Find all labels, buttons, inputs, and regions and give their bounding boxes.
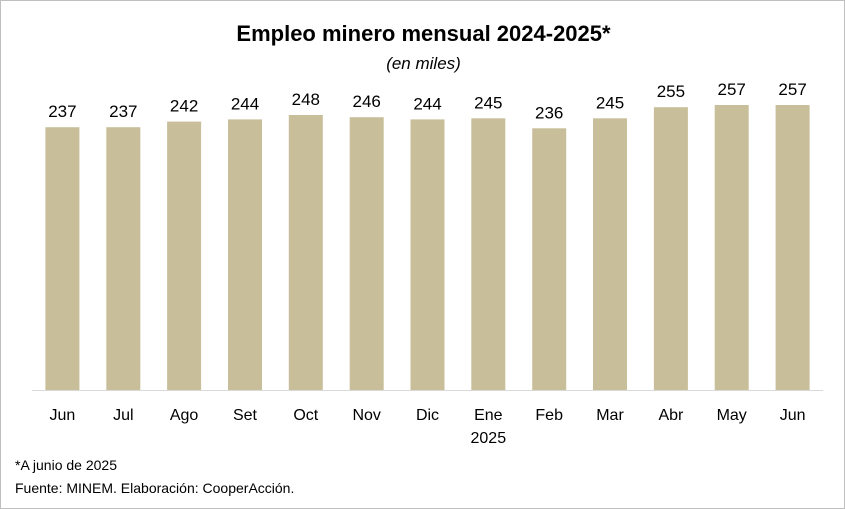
footnote-source: Fuente: MINEM. Elaboración: CooperAcción…: [15, 480, 295, 496]
x-tick-label-1: Jul: [113, 407, 133, 424]
bar-value-label-3: 244: [231, 94, 259, 113]
bar-8: [532, 128, 567, 391]
bar-value-label-1: 237: [109, 102, 137, 121]
bar-value-label-0: 237: [48, 102, 76, 121]
bar-value-label-2: 242: [170, 97, 198, 116]
bar-chart: 237 Jun 237 Jul 242 Ago 244 Set 248 Oct 246 Nov 244 D…: [32, 80, 823, 447]
footnote-note: *A junio de 2025: [15, 457, 117, 473]
bar-value-label-7: 245: [474, 93, 502, 112]
x-tick-label-5: Nov: [352, 407, 380, 424]
bar-value-label-12: 257: [778, 80, 806, 99]
bar-4: [288, 115, 323, 390]
x-tick-label-11: May: [717, 407, 747, 424]
x-tick-label-0: Jun: [50, 407, 76, 424]
bar-value-label-10: 255: [657, 82, 685, 101]
bar-10: [653, 107, 688, 390]
bar-5: [349, 117, 384, 390]
chart-subtitle: (en miles): [386, 54, 461, 73]
x-tick-label-12: Jun: [780, 407, 806, 424]
x-tick-label-6: Dic: [416, 407, 439, 424]
bar-1: [106, 127, 141, 390]
bar-value-label-6: 244: [413, 94, 441, 113]
x-tick-label-10: Abr: [658, 407, 684, 424]
x-tick-label-3: Set: [233, 407, 258, 424]
bar-12: [775, 105, 810, 390]
x-tick-label-2: Ago: [170, 407, 199, 424]
bar-3: [228, 119, 262, 391]
x-tick-label-4: Oct: [293, 407, 318, 424]
bar-11: [714, 105, 749, 390]
bar-value-label-9: 245: [596, 93, 624, 112]
x-tick-sublabel-7: 2025: [471, 430, 507, 447]
bar-value-label-5: 246: [353, 92, 381, 111]
x-tick-label-9: Mar: [596, 407, 624, 424]
bar-value-label-8: 236: [535, 103, 563, 122]
bar-7: [471, 118, 506, 391]
bar-9: [593, 118, 627, 391]
bar-2: [167, 121, 202, 390]
bar-0: [45, 127, 80, 390]
chart-title: Empleo minero mensual 2024-2025*: [236, 21, 611, 46]
x-tick-label-8: Feb: [535, 407, 563, 424]
bar-6: [410, 119, 445, 391]
bar-value-label-11: 257: [718, 80, 746, 99]
x-tick-label-7: Ene: [474, 407, 503, 424]
bar-value-label-4: 248: [292, 90, 320, 109]
